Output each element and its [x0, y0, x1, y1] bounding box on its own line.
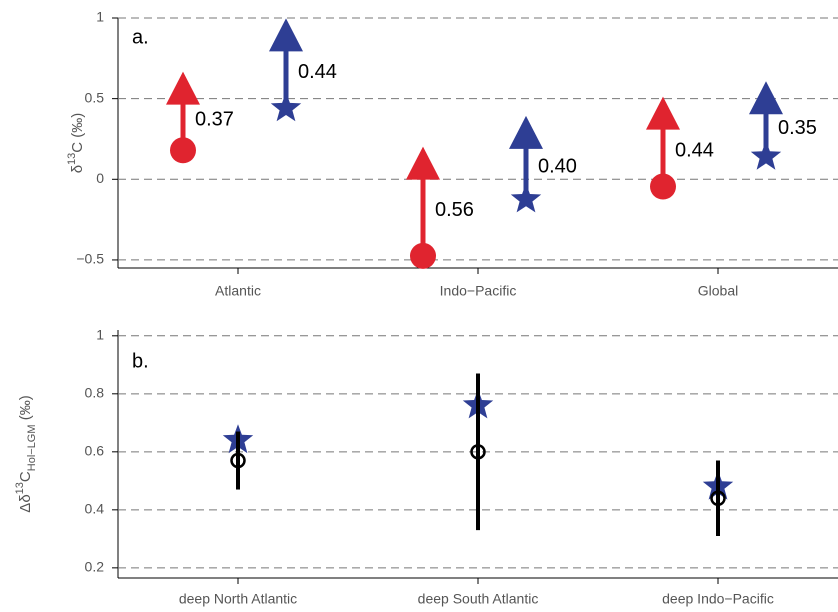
start-marker: [750, 140, 782, 170]
change-label: 0.40: [538, 155, 577, 177]
y-tick-label: 0.8: [85, 385, 105, 401]
start-marker: [410, 242, 436, 269]
x-tick-label: deep South Atlantic: [418, 591, 539, 607]
x-tick-label: Global: [698, 283, 738, 299]
y-axis-label: Δδ13CHol−LGM (‰): [14, 395, 38, 512]
obs-point: [470, 444, 486, 460]
y-tick-label: 0.5: [85, 89, 105, 105]
arrow-head: [646, 96, 680, 130]
change-arrow: [406, 146, 440, 256]
start-marker: [270, 92, 302, 122]
change-label: 0.35: [778, 117, 817, 139]
change-label: 0.44: [298, 61, 337, 83]
obs-point: [710, 490, 726, 506]
y-tick-label: −0.5: [76, 251, 104, 267]
y-label-part: C: [17, 471, 34, 482]
x-tick-label: Atlantic: [215, 283, 261, 299]
x-tick-label: deep North Atlantic: [179, 591, 297, 607]
panel-label: a.: [132, 26, 149, 48]
change-label: 0.44: [675, 139, 714, 161]
y-label-part: 13: [14, 482, 26, 494]
y-label-part: Δδ: [17, 494, 34, 512]
start-marker: [650, 173, 676, 200]
y-tick-label: 0: [96, 170, 104, 186]
y-label-part: 13: [66, 153, 78, 165]
y-label-part: Hol−LGM: [26, 424, 38, 471]
x-tick-label: Indo−Pacific: [440, 283, 517, 299]
change-label: 0.56: [435, 199, 474, 221]
arrow-head: [509, 115, 543, 149]
x-tick-label: deep Indo−Pacific: [662, 591, 774, 607]
start-marker: [510, 183, 542, 213]
y-tick-label: 1: [96, 327, 104, 343]
arrow-head: [749, 81, 783, 115]
obs-point: [230, 452, 246, 469]
start-marker: [170, 137, 196, 164]
y-tick-label: 0.6: [85, 443, 105, 459]
y-label-part: δ: [69, 165, 86, 173]
y-tick-label: 0.4: [85, 501, 105, 517]
panel-label: b.: [132, 350, 149, 372]
arrow-head: [269, 18, 303, 52]
arrow-head: [166, 71, 200, 105]
y-label-part: C (‰): [69, 113, 86, 153]
y-tick-label: 1: [96, 9, 104, 25]
y-tick-label: 0.2: [85, 559, 105, 575]
y-label-part: (‰): [17, 395, 34, 424]
y-axis-label: δ13C (‰): [66, 113, 86, 174]
change-label: 0.37: [195, 109, 234, 131]
arrow-head: [406, 146, 440, 180]
